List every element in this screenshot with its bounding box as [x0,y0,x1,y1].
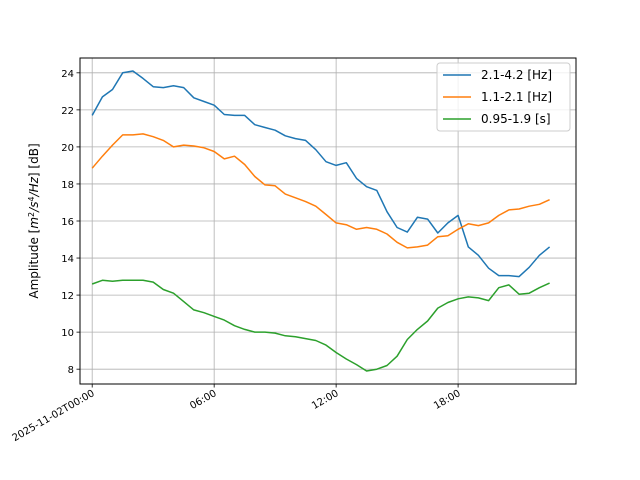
y-tick-label: 8 [68,365,74,376]
y-tick-label: 10 [61,328,74,339]
y-tick-label: 22 [61,106,74,117]
grid-lines [80,58,576,384]
y-tick-label: 24 [61,69,74,80]
legend-label-2: 1.1-2.1 [Hz] [481,90,552,104]
y-axis-label: Amplitude [m2/s4/Hz] [dB] [27,143,42,298]
y-tick-label: 12 [61,291,74,302]
y-tick-label: 20 [61,143,74,154]
y-axis: 8 10 12 14 16 18 20 22 24 [61,69,80,376]
legend: 2.1-4.2 [Hz] 1.1-2.1 [Hz] 0.95-1.9 [s] [436,62,571,132]
series-layer [91,70,551,372]
series-line-3 [91,279,550,372]
y-tick-label: 16 [61,217,74,228]
legend-label-1: 2.1-4.2 [Hz] [481,68,552,82]
series-line-1 [91,70,551,278]
series-line-2 [91,133,550,249]
legend-box [436,62,571,132]
y-tick-label: 18 [61,180,74,191]
legend-label-3: 0.95-1.9 [s] [481,112,551,126]
y-tick-label: 14 [61,254,74,265]
